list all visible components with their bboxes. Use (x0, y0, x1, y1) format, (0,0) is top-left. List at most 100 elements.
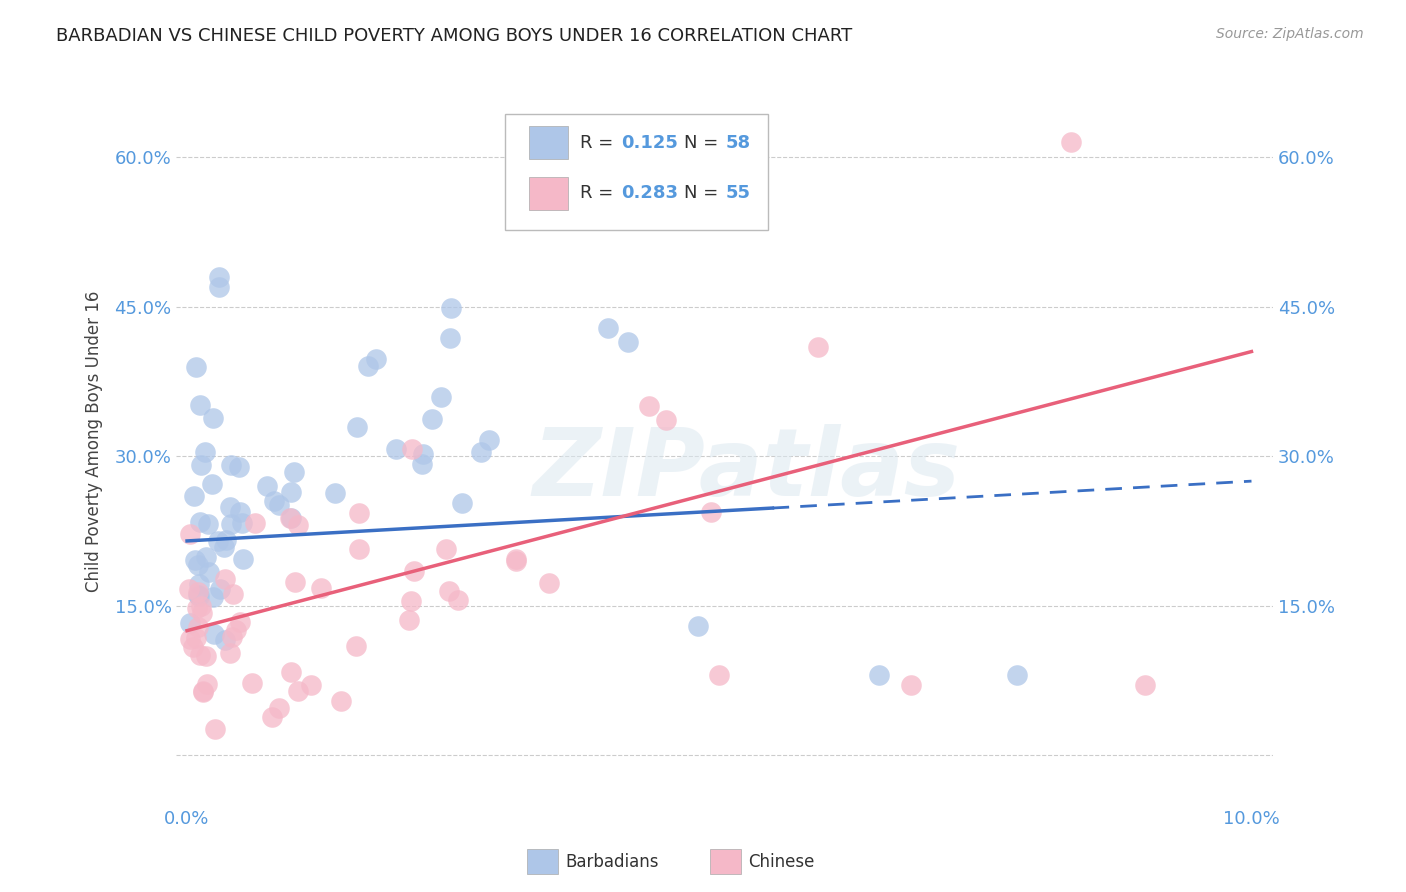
Point (195, 677, 218, 691)
Point (188, 648, 211, 663)
Point (537, 575, 560, 590)
Point (229, 505, 252, 519)
Point (434, 542, 457, 557)
Point (188, 515, 211, 529)
Point (868, 668, 890, 682)
Point (347, 506, 370, 520)
Point (364, 352, 387, 367)
Point (179, 527, 201, 541)
Point (269, 498, 291, 512)
Point (402, 564, 425, 578)
Point (440, 301, 463, 316)
Point (214, 632, 236, 647)
Point (346, 419, 368, 434)
Point (219, 516, 242, 531)
Point (278, 511, 301, 525)
Point (401, 442, 423, 457)
Point (218, 500, 240, 515)
Point (197, 516, 219, 531)
Point (412, 447, 434, 461)
Text: 0.125: 0.125 (621, 134, 679, 152)
Point (181, 640, 204, 655)
Point (194, 550, 217, 565)
Point (240, 676, 263, 690)
Point (267, 701, 290, 715)
Text: Chinese: Chinese (748, 853, 814, 871)
Point (262, 709, 284, 723)
Point (256, 479, 278, 493)
Point (219, 646, 242, 660)
Point (688, 195, 710, 210)
Y-axis label: Child Poverty Among Boys Under 16: Child Poverty Among Boys Under 16 (86, 291, 103, 592)
Point (349, 542, 371, 557)
Point (194, 445, 217, 459)
Point (179, 615, 201, 630)
FancyBboxPatch shape (530, 178, 568, 210)
FancyBboxPatch shape (505, 114, 769, 230)
Point (183, 489, 205, 503)
Point (188, 589, 211, 603)
Point (287, 517, 309, 532)
Point (204, 722, 226, 736)
Point (186, 600, 208, 615)
Point (505, 554, 527, 568)
Point (208, 269, 231, 284)
Point (399, 594, 422, 608)
Point (184, 553, 207, 567)
Point (219, 458, 242, 472)
Point (505, 552, 527, 566)
Point (190, 458, 212, 472)
Point (398, 613, 420, 627)
Point (357, 359, 380, 373)
Point (184, 631, 207, 645)
Point (229, 615, 252, 629)
Point (699, 505, 721, 519)
Point (280, 510, 302, 524)
Point (280, 665, 302, 679)
Point (1007, 668, 1029, 682)
Point (179, 582, 201, 597)
Point (287, 684, 309, 698)
Point (900, 678, 922, 692)
Point (384, 442, 406, 457)
Point (187, 620, 209, 634)
Point (179, 632, 201, 647)
Text: 55: 55 (725, 185, 751, 202)
Point (430, 390, 453, 404)
Point (198, 565, 221, 579)
Point (212, 540, 235, 554)
Point (596, 321, 619, 335)
Point (193, 685, 215, 699)
Point (208, 279, 231, 293)
Point (1133, 678, 1156, 692)
Point (263, 493, 285, 508)
Point (187, 577, 209, 591)
Point (422, 412, 444, 426)
Point (190, 599, 212, 613)
Text: Barbadians: Barbadians (565, 853, 659, 871)
Point (447, 592, 470, 607)
Text: 0.283: 0.283 (621, 185, 679, 202)
Point (807, 340, 830, 354)
Point (187, 585, 209, 599)
Point (280, 485, 302, 500)
Point (201, 591, 224, 605)
Point (655, 413, 678, 427)
Point (225, 623, 247, 637)
Point (190, 606, 212, 620)
Point (686, 618, 709, 632)
Text: ZIPatlas: ZIPatlas (533, 425, 960, 516)
Point (187, 589, 209, 603)
Point (283, 465, 305, 479)
Text: N =: N = (685, 134, 724, 152)
Point (195, 648, 218, 663)
Point (299, 678, 322, 692)
Point (202, 411, 225, 425)
Text: R =: R = (579, 134, 619, 152)
Point (439, 584, 461, 599)
Point (222, 587, 245, 601)
Point (202, 627, 225, 641)
Point (709, 668, 731, 682)
Point (637, 399, 659, 413)
Point (208, 582, 231, 596)
